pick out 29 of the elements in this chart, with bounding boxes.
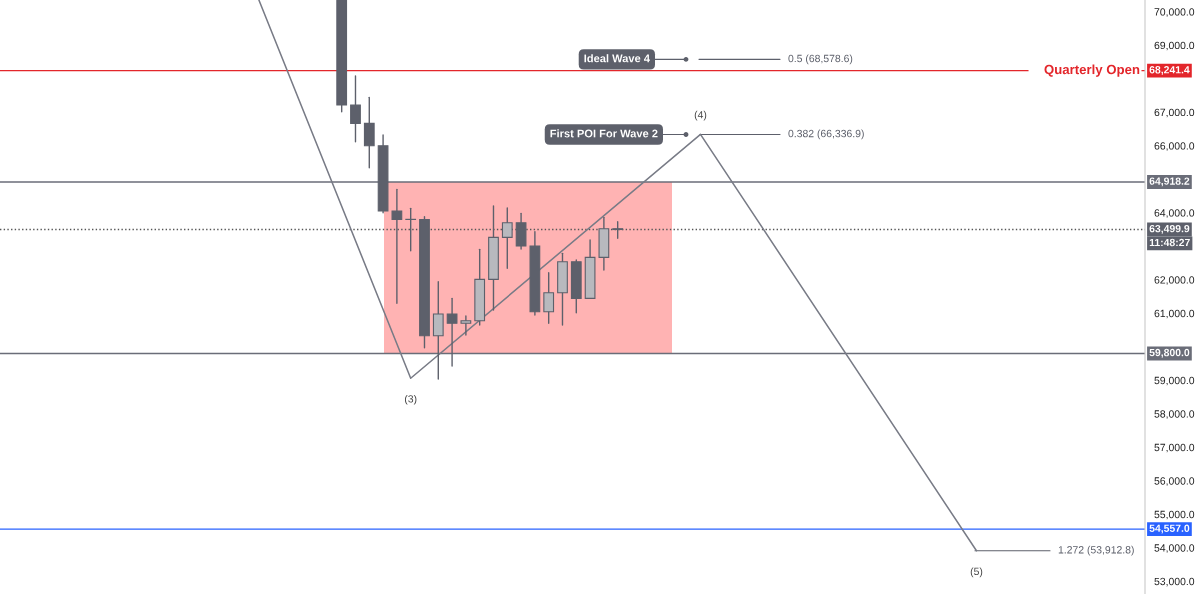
y-tick-label: 64,000.0: [1154, 209, 1195, 218]
y-tick-label: 58,000.0: [1154, 410, 1195, 419]
annotation: First POI For Wave 2: [550, 129, 658, 138]
y-tick-label: 57,000.0: [1154, 443, 1195, 453]
y-tick-label: 59,000.0: [1154, 376, 1195, 386]
text: 68,241.4: [1149, 66, 1190, 75]
text: 63,499.9: [1149, 224, 1190, 234]
annotation: Ideal Wave 4: [584, 54, 650, 63]
text: 59,800.0: [1149, 348, 1190, 358]
annotation: (5): [970, 567, 983, 578]
y-tick-label: 69,000.0: [1154, 41, 1195, 51]
y-tick-label: 56,000.0: [1154, 477, 1195, 486]
annotation: (4): [694, 110, 707, 121]
annotation: (3): [404, 394, 417, 405]
text: 11:48:27: [1149, 238, 1190, 247]
y-tick-label: 67,000.0: [1154, 108, 1195, 118]
text: 54,557.0: [1149, 524, 1190, 534]
ref-line-label: 0.382 (66,336.9): [788, 129, 864, 140]
y-tick-label: 54,000.0: [1154, 544, 1195, 553]
y-tick-label: 53,000.0: [1154, 577, 1195, 587]
text: 64,918.2: [1149, 177, 1190, 187]
ref-line-label: 1.272 (53,912.8): [1058, 545, 1134, 556]
y-tick-label: 70,000.0: [1154, 8, 1195, 17]
y-tick-label: 66,000.0: [1154, 142, 1195, 151]
y-tick-label: 55,000.0: [1154, 510, 1195, 520]
y-tick-label: 61,000.0: [1154, 309, 1195, 319]
y-tick-label: 62,000.0: [1154, 276, 1195, 285]
ref-line-label: Quarterly Open: [1044, 64, 1140, 77]
ref-line-label: 0.5 (68,578.6): [788, 54, 853, 65]
